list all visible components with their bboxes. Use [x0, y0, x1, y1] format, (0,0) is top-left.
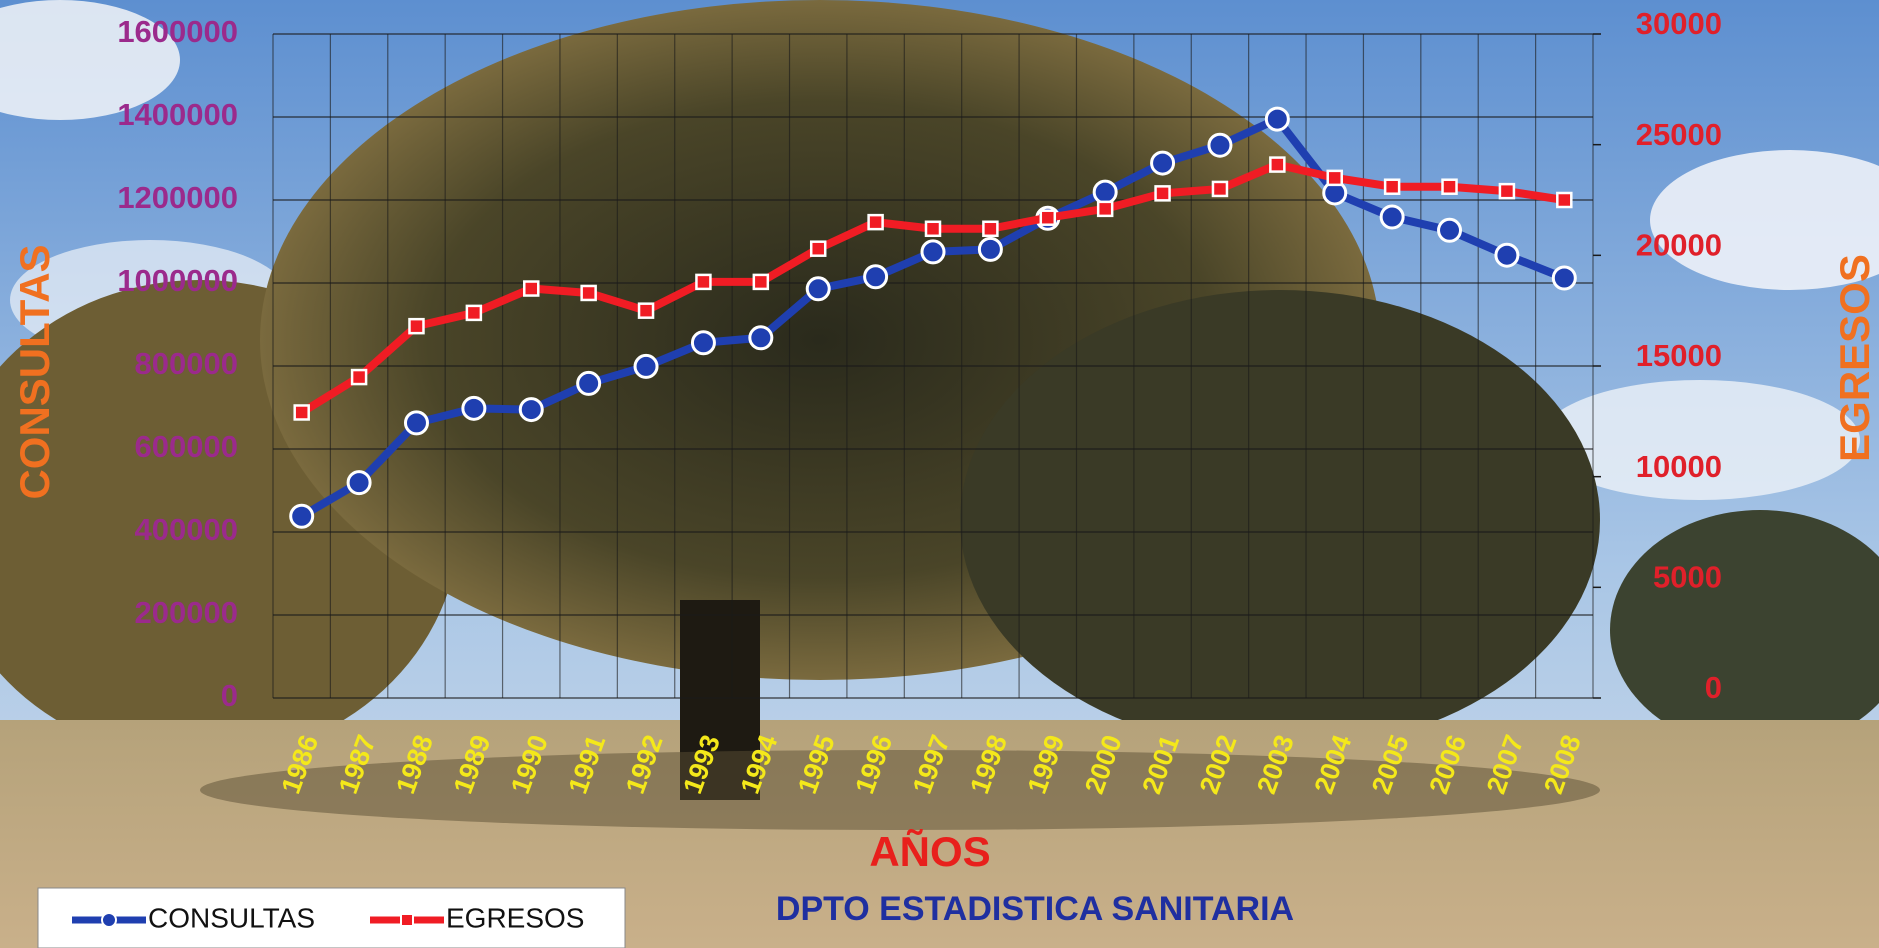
legend-marker [102, 913, 116, 927]
data-point [405, 412, 427, 434]
y-tick-label: 1600000 [117, 14, 238, 49]
y2-tick-label: 25000 [1636, 117, 1722, 152]
data-point [467, 306, 481, 320]
data-point [524, 282, 538, 296]
data-point [1496, 244, 1518, 266]
data-point [750, 327, 772, 349]
data-point [807, 278, 829, 300]
data-point [1557, 193, 1571, 207]
y-tick-label: 0 [221, 678, 238, 713]
data-point [922, 241, 944, 263]
data-point [983, 222, 997, 236]
data-point [926, 222, 940, 236]
legend-label: CONSULTAS [148, 902, 315, 933]
data-point [352, 370, 366, 384]
y-tick-label: 1200000 [117, 180, 238, 215]
data-point [1439, 219, 1461, 241]
subtitle: DPTO ESTADISTICA SANITARIA [776, 890, 1294, 928]
data-point [979, 238, 1001, 260]
data-point [869, 215, 883, 229]
chart: AÑOS DPTO ESTADISTICA SANITARIA CONSULTA… [0, 0, 1879, 948]
data-point [582, 286, 596, 300]
legend-marker [401, 914, 413, 926]
background-photo [0, 0, 1879, 948]
data-point [1094, 181, 1116, 203]
data-point [1152, 152, 1174, 174]
data-point [1381, 206, 1403, 228]
y-tick-label: 1400000 [117, 97, 238, 132]
y2-tick-label: 20000 [1636, 228, 1722, 263]
data-point [1553, 267, 1575, 289]
y2-tick-label: 10000 [1636, 449, 1722, 484]
data-point [639, 304, 653, 318]
data-point [578, 372, 600, 394]
data-point [1266, 108, 1288, 130]
y-tick-label: 800000 [135, 346, 238, 381]
data-point [291, 505, 313, 527]
y2-tick-label: 30000 [1636, 6, 1722, 41]
data-point [1209, 134, 1231, 156]
data-point [520, 399, 542, 421]
data-point [463, 397, 485, 419]
data-point [1156, 186, 1170, 200]
y-axis-title: CONSULTAS [11, 244, 58, 499]
data-point [1385, 180, 1399, 194]
data-point [692, 332, 714, 354]
data-point [754, 275, 768, 289]
x-axis-title: AÑOS [869, 828, 990, 875]
data-point [1098, 202, 1112, 216]
y2-tick-label: 5000 [1653, 560, 1722, 595]
y-tick-label: 600000 [135, 429, 238, 464]
data-point [865, 266, 887, 288]
data-point [696, 275, 710, 289]
data-point [1328, 171, 1342, 185]
data-point [635, 355, 657, 377]
data-point [295, 405, 309, 419]
data-point [1443, 180, 1457, 194]
data-point [1270, 158, 1284, 172]
data-point [1500, 184, 1514, 198]
legend-label: EGRESOS [446, 902, 584, 933]
y2-axis-title: EGRESOS [1831, 254, 1878, 462]
y-tick-label: 400000 [135, 512, 238, 547]
y2-tick-label: 0 [1705, 670, 1722, 705]
data-point [811, 242, 825, 256]
y2-tick-label: 15000 [1636, 338, 1722, 373]
data-point [1041, 211, 1055, 225]
data-point [409, 319, 423, 333]
data-point [348, 472, 370, 494]
y-tick-label: 1000000 [117, 263, 238, 298]
data-point [1213, 182, 1227, 196]
y-tick-label: 200000 [135, 595, 238, 630]
